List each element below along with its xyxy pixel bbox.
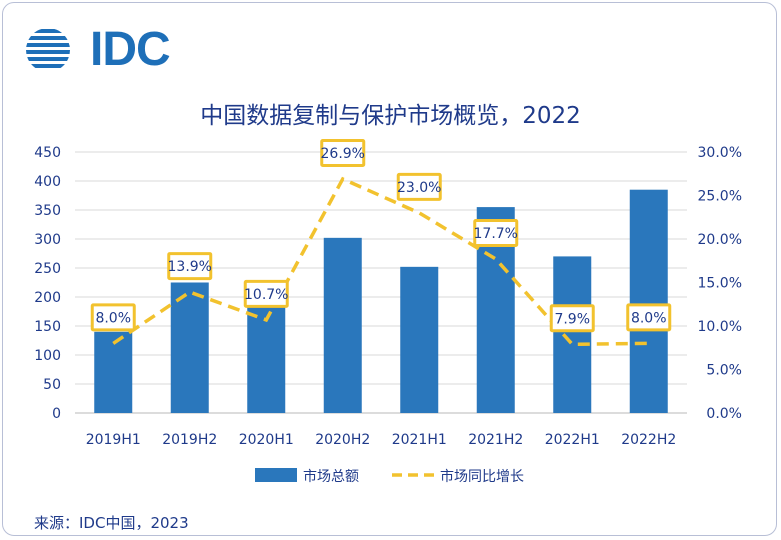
y-right-tick-label: 0.0% (706, 406, 742, 422)
bar (94, 331, 133, 413)
y-right-tick-label: 30.0% (698, 145, 742, 161)
bar (247, 305, 286, 413)
y-left-tick-label: 350 (34, 203, 61, 219)
y-right-tick-label: 10.0% (698, 319, 742, 335)
data-label-box (90, 303, 136, 332)
data-label: 8.0% (631, 310, 667, 326)
y-left-tick-label: 50 (43, 377, 61, 393)
chart-title: 中国数据复制与保护市场概览，2022 (200, 103, 581, 129)
y-left-tick-label: 150 (34, 319, 61, 335)
y-left-tick-label: 200 (34, 290, 61, 306)
x-tick-label: 2019H1 (86, 432, 141, 448)
chart-plot: 0 50 100 150 200 250 300 350 400 450 0.0% 5.0% 10.0%… (34, 138, 742, 485)
y-left-tick-label: 100 (34, 348, 61, 364)
x-tick-label: 2021H2 (468, 432, 523, 448)
bar (170, 282, 209, 413)
legend-swatch-bars (255, 468, 297, 482)
x-tick-label: 2021H1 (392, 432, 447, 448)
y-right-tick-label: 15.0% (698, 276, 742, 292)
globe-icon (26, 29, 70, 68)
bar (629, 189, 668, 413)
data-label-box (626, 303, 672, 332)
legend-label-bars: 市场总额 (303, 468, 359, 485)
bar (323, 237, 362, 413)
data-label: 26.9% (321, 146, 365, 162)
y-right-tick-label: 25.0% (698, 189, 742, 205)
y-left-tick-label: 250 (34, 261, 61, 277)
logo-text: IDC (90, 23, 171, 76)
data-label-box (320, 138, 366, 167)
x-tick-label: 2020H1 (239, 432, 294, 448)
x-tick-label: 2020H2 (315, 432, 370, 448)
data-label-box (396, 172, 442, 201)
data-label-box (243, 279, 289, 308)
legend-label-line: 市场同比增长 (440, 468, 524, 485)
x-tick-label: 2022H1 (545, 432, 600, 448)
y-right-tick-label: 5.0% (706, 363, 742, 379)
y-right-tick-label: 20.0% (698, 232, 742, 248)
idc-logo: IDC (22, 24, 192, 76)
y-left-tick-label: 300 (34, 232, 61, 248)
x-tick-label: 2019H2 (162, 432, 217, 448)
bar (553, 256, 592, 413)
data-label-box (473, 219, 519, 248)
data-label-box (549, 304, 595, 333)
y-left-tick-label: 0 (52, 406, 61, 422)
data-label: 7.9% (554, 311, 590, 327)
data-label: 13.9% (168, 259, 212, 275)
y-left-tick-label: 450 (34, 145, 61, 161)
data-label: 17.7% (474, 226, 518, 242)
y-left-tick-label: 400 (34, 174, 61, 190)
data-label: 23.0% (397, 180, 441, 196)
source-note: 来源：IDC中国，2023 (34, 514, 189, 532)
data-label: 10.7% (244, 287, 288, 303)
growth-line (112, 176, 649, 347)
data-label-box (167, 252, 213, 281)
bar (400, 266, 439, 413)
x-tick-label: 2022H2 (621, 432, 676, 448)
data-label: 8.0% (95, 310, 131, 326)
